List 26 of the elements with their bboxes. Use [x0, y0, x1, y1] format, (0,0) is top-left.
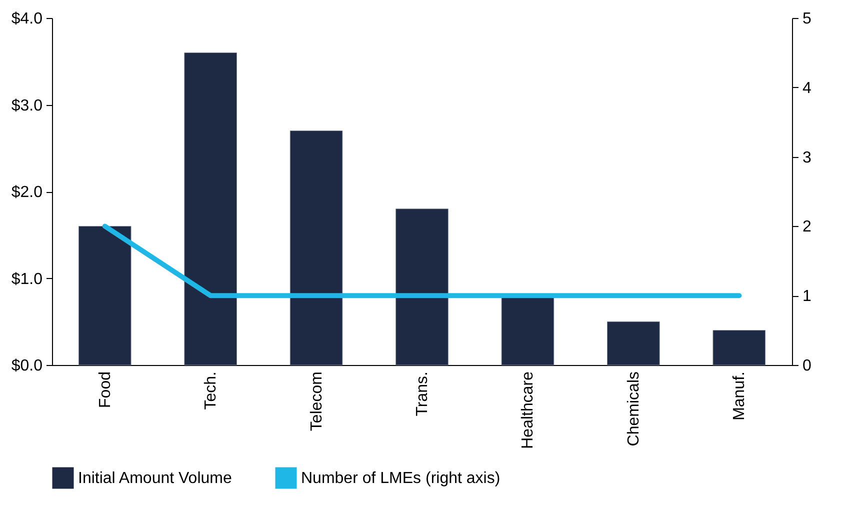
- y-tick-label: $0.0: [11, 358, 43, 374]
- y-tick-label: $3.0: [11, 97, 43, 114]
- y2-tick-label: 4: [802, 80, 812, 97]
- x-tick-label: Chemicals: [625, 372, 642, 446]
- x-tick-label: Manuf.: [731, 372, 748, 420]
- bar: [396, 208, 448, 366]
- y2-tick-label: 1: [802, 288, 812, 306]
- y2-tick-label: 2: [802, 218, 812, 236]
- bar: [712, 330, 766, 366]
- bar: [78, 226, 132, 366]
- legend-label: Number of LMEs (right axis): [301, 470, 500, 487]
- y-tick-label: $1.0: [11, 270, 43, 288]
- y-tick-label: $4.0: [11, 10, 43, 28]
- x-tick-label: Telecom: [308, 372, 326, 432]
- y2-tick-label: 5: [802, 10, 812, 28]
- y2-tick-label: 0: [802, 358, 812, 374]
- x-tick-label: Trans.: [414, 372, 431, 416]
- bar: [184, 52, 237, 366]
- y2-tick-label: 3: [802, 149, 812, 166]
- bar: [607, 321, 660, 366]
- legend-label: Initial Amount Volume: [78, 470, 232, 487]
- x-tick-label: Healthcare: [520, 371, 537, 449]
- x-tick-label: Tech.: [202, 372, 220, 410]
- x-tick-label: Food: [96, 372, 114, 408]
- bar: [290, 130, 343, 366]
- y-tick-label: $2.0: [11, 184, 43, 201]
